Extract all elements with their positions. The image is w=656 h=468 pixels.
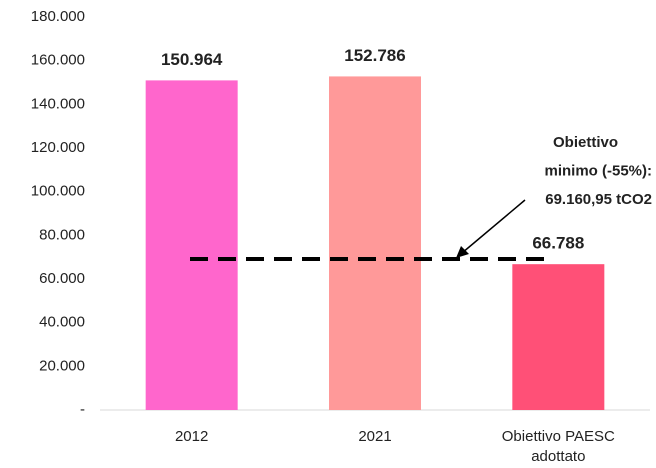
y-tick-label: 160.000 [31,52,85,69]
data-label: 150.964 [161,50,223,69]
annotation: 69.160,95 tCO2 [545,191,652,208]
y-tick-label: 60.000 [39,270,85,287]
y-tick-label: 120.000 [31,139,85,156]
bar [145,80,238,410]
y-tick-label: 40.000 [39,314,85,331]
x-tick-label: 2021 [358,428,392,445]
y-tick-label: 80.000 [39,226,85,243]
arrow-head [456,246,469,258]
y-tick-label: 100.000 [31,183,85,200]
annotation-arrow [461,199,526,254]
x-tick-label: 2012 [174,428,209,445]
annotation: minimo (-55%): [544,162,652,179]
y-tick-label: 180.000 [31,8,85,25]
bar [512,264,605,410]
data-label: 66.788 [532,234,584,253]
x-tick-label: Obiettivo PAESC adottato [501,428,615,465]
y-tick-label: 20.000 [39,357,85,374]
y-tick-label: - [80,401,85,418]
annotation: Obiettivo [553,134,618,151]
bar [329,76,421,410]
data-label: 152.786 [344,46,405,65]
y-tick-label: 140.000 [31,95,85,112]
